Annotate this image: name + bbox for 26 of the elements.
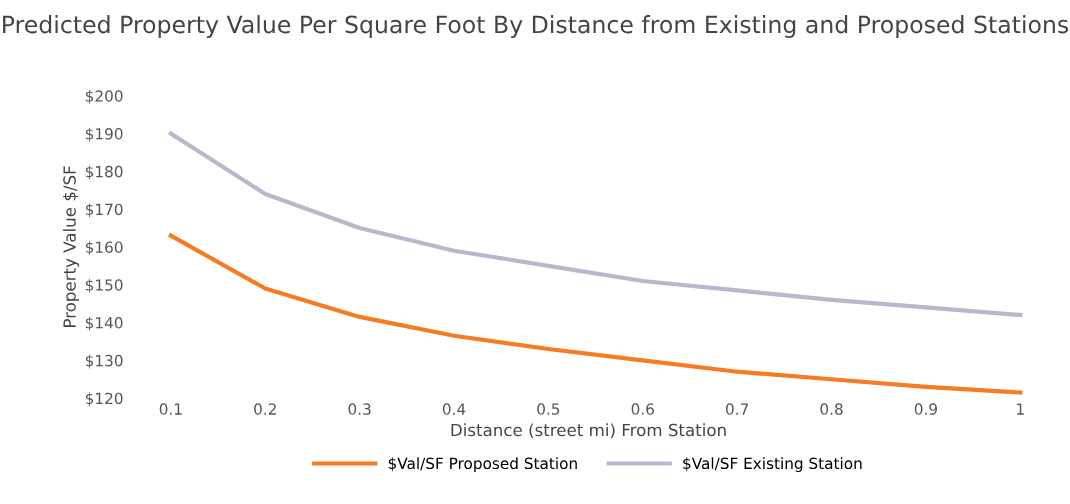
y-tick-label: $170 [85, 203, 123, 218]
x-tick-label: 0.5 [537, 403, 560, 415]
x-tick-label: 0.2 [254, 403, 276, 415]
line-series [168, 131, 1023, 318]
x-tick-label: 0.6 [631, 403, 654, 415]
x-tick-label: 0.3 [348, 403, 371, 415]
line-series [168, 233, 1023, 395]
y-tick-label: $190 [85, 127, 123, 142]
x-axis-title: Distance (street mi) From Station [451, 423, 726, 439]
y-tick-label: $150 [85, 278, 123, 293]
y-tick-label: $180 [85, 165, 123, 180]
legend-label: $Val/SF Proposed Station [388, 457, 577, 473]
y-tick-label: $160 [85, 241, 123, 256]
x-tick-label: 0.1 [159, 403, 182, 415]
x-tick-label: 1 [1017, 403, 1024, 415]
x-tick-label: 0.9 [914, 403, 937, 415]
x-tick-label: 0.8 [820, 403, 843, 415]
y-tick-label: $200 [85, 89, 123, 104]
x-tick-label: 0.4 [442, 403, 466, 415]
chart-title: Predicted Property Value Per Square Foot By Distance from Existing and Proposed Stations [3, 15, 1069, 38]
y-tick-label: $120 [85, 392, 123, 407]
x-tick-label: 0.7 [726, 403, 748, 415]
y-tick-label: $140 [85, 316, 123, 331]
y-axis-title: Property Value $/SF [62, 166, 80, 327]
legend-label: $Val/SF Existing Station [683, 457, 862, 473]
y-tick-label: $130 [85, 354, 123, 369]
